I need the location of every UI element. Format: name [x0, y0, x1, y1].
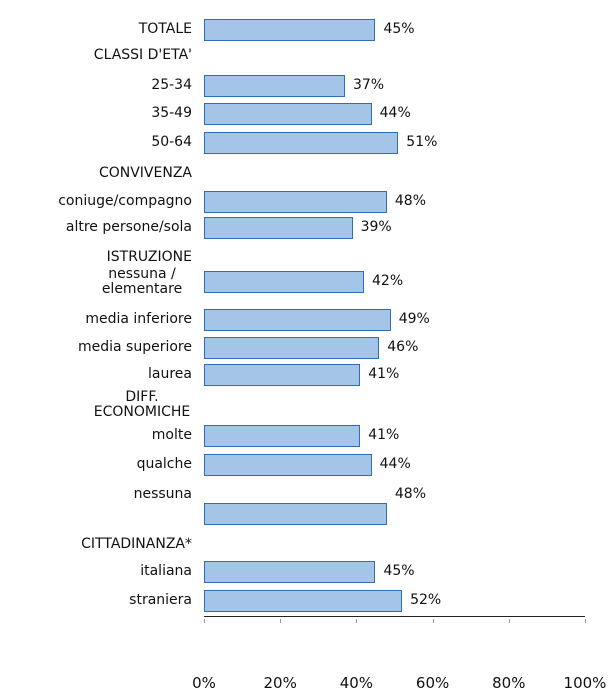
bar [204, 19, 376, 41]
x-tick-label: 60% [415, 674, 450, 692]
bar [204, 217, 353, 239]
bar [204, 364, 361, 386]
category-label: TOTALE [138, 21, 192, 37]
bar [204, 191, 387, 213]
x-axis [204, 616, 585, 617]
x-tick [356, 619, 358, 623]
value-label: 37% [352, 77, 385, 93]
value-label: 42% [372, 273, 404, 289]
value-label: 45% [383, 21, 415, 37]
category-label: italiana [140, 563, 192, 579]
bar [204, 337, 380, 359]
category-label: straniera [129, 592, 192, 608]
x-tick-label: 100% [563, 674, 607, 692]
category-label: laurea [148, 366, 192, 382]
category-label: nessuna [133, 486, 192, 502]
category-label: qualche [136, 456, 192, 472]
value-label: 39% [360, 219, 392, 235]
value-label: 44% [379, 456, 411, 472]
bar [204, 425, 361, 447]
bar [204, 75, 345, 97]
x-tick [280, 619, 282, 623]
value-label: 48% [394, 486, 426, 502]
category-label: DIFF. ECONOMICHE [93, 389, 191, 420]
x-tick-label: 0% [192, 674, 216, 692]
bar [204, 271, 365, 293]
x-tick [508, 619, 510, 623]
bar [204, 132, 399, 154]
category-label: 35-49 [151, 105, 192, 121]
value-label: 41% [368, 366, 400, 382]
category-label: media superiore [78, 339, 192, 355]
value-label: 51% [406, 134, 438, 150]
category-label: altre persone/sola [65, 219, 192, 235]
bar [204, 103, 372, 125]
value-label: 44% [379, 105, 411, 121]
category-label: media inferiore [85, 311, 192, 327]
x-tick-label: 20% [263, 674, 297, 692]
value-label: 49% [398, 311, 430, 327]
category-label: 50-64 [151, 134, 192, 150]
x-tick [585, 619, 586, 623]
x-tick [432, 619, 434, 623]
x-tick-label: 40% [339, 674, 374, 692]
bar [204, 561, 376, 583]
category-label: 25-34 [151, 77, 192, 93]
value-label: 52% [410, 592, 442, 608]
category-label: molte [151, 427, 192, 443]
category-label: CLASSI D'ETA' [93, 47, 192, 63]
x-tick-label: 80% [492, 674, 526, 692]
category-label: CITTADINANZA* [81, 536, 192, 552]
category-label: ISTRUZIONE [106, 249, 192, 265]
bar [204, 503, 387, 525]
x-tick [204, 619, 205, 623]
category-label: CONVIVENZA [98, 165, 192, 181]
value-label: 45% [383, 563, 415, 579]
bar [204, 590, 403, 612]
category-label: nessuna / elementare [101, 266, 183, 297]
value-label: 46% [387, 339, 419, 355]
bar [204, 454, 372, 476]
category-label: coniuge/compagno [58, 193, 192, 209]
value-label: 41% [368, 427, 400, 443]
value-label: 48% [394, 193, 426, 209]
bar [204, 309, 391, 331]
